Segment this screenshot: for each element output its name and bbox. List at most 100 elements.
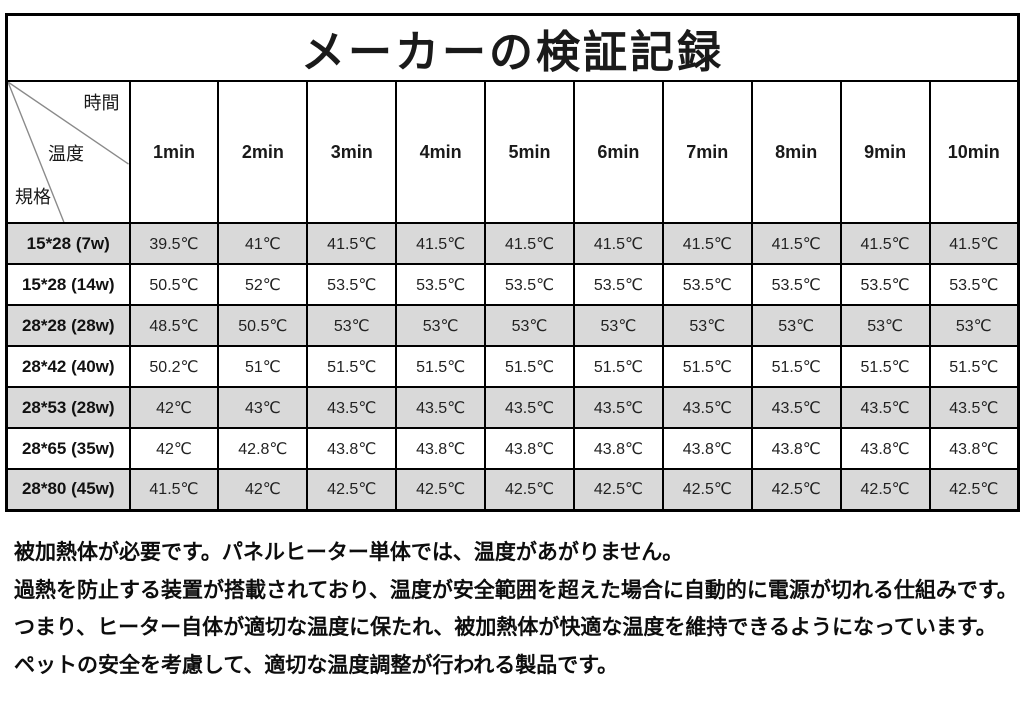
temp-cell: 42℃	[128, 386, 220, 429]
diagonal-divider-lines	[8, 83, 128, 221]
temp-cell: 43.5℃	[572, 386, 664, 429]
temp-cell: 42.8℃	[217, 427, 309, 470]
temp-cell: 52℃	[217, 263, 309, 306]
time-header-1min: 1min	[128, 80, 220, 224]
spec-label: 28*53 (28w)	[5, 386, 131, 429]
table-row: 28*65 (35w) 42℃ 42.8℃ 43.8℃ 43.8℃ 43.8℃ 43.8℃ 4…	[5, 427, 1020, 470]
temp-cell: 53.5℃	[839, 263, 931, 306]
temp-cell: 53℃	[572, 304, 664, 347]
temp-cell: 43.8℃	[395, 427, 487, 470]
temp-cell: 41.5℃	[661, 222, 753, 265]
temp-cell: 53.5℃	[484, 263, 575, 306]
time-header-10min: 10min	[928, 80, 1020, 224]
temp-cell: 51.5℃	[484, 345, 575, 388]
spec-label: 28*65 (35w)	[5, 427, 131, 470]
note-line: ペットの安全を考慮して、適切な温度調整が行われる製品です。	[14, 653, 619, 677]
temp-cell: 42.5℃	[839, 468, 931, 511]
temp-cell: 43.5℃	[839, 386, 931, 429]
temp-cell: 42.5℃	[572, 468, 664, 511]
temp-cell: 51.5℃	[572, 345, 664, 388]
temp-cell: 53.5℃	[750, 263, 842, 306]
temp-cell: 53℃	[928, 304, 1020, 347]
temp-cell: 53.5℃	[661, 263, 753, 306]
time-header-5min: 5min	[484, 80, 575, 224]
temp-cell: 42.5℃	[484, 468, 575, 511]
temp-cell: 41.5℃	[306, 222, 398, 265]
time-header-8min: 8min	[750, 80, 842, 224]
time-header-6min: 6min	[572, 80, 664, 224]
temp-cell: 43.8℃	[572, 427, 664, 470]
page-title: メーカーの検証記録	[5, 13, 1020, 82]
time-header-2min: 2min	[217, 80, 309, 224]
temp-cell: 42.5℃	[306, 468, 398, 511]
verification-table: メーカーの検証記録 時間 温度 規格 1min 2min 3min 4min 5min 6…	[5, 13, 1020, 512]
table-row: 28*28 (28w) 48.5℃ 50.5℃ 53℃ 53℃ 53℃ 53℃ 53℃ 53℃ 5…	[5, 304, 1020, 347]
temp-cell: 43℃	[217, 386, 309, 429]
temp-cell: 41.5℃	[839, 222, 931, 265]
temp-cell: 42.5℃	[395, 468, 487, 511]
corner-label-spec: 規格	[15, 187, 51, 207]
note-line: 被加熱体が必要です。パネルヒーター単体では、温度があがりません。	[14, 541, 684, 564]
time-header-3min: 3min	[306, 80, 398, 224]
temp-cell: 42℃	[217, 468, 309, 511]
temp-cell: 43.5℃	[395, 386, 487, 429]
temp-cell: 42℃	[128, 427, 220, 470]
time-header-7min: 7min	[661, 80, 753, 224]
table-row: 28*80 (45w) 41.5℃ 42℃ 42.5℃ 42.5℃ 42.5℃ 42.5℃ 4…	[5, 468, 1020, 511]
spec-label: 28*42 (40w)	[5, 345, 131, 388]
temp-cell: 50.5℃	[217, 304, 309, 347]
temp-cell: 41.5℃	[750, 222, 842, 265]
spec-label: 15*28 (7w)	[5, 222, 131, 265]
temp-cell: 43.8℃	[750, 427, 842, 470]
temp-cell: 53.5℃	[928, 263, 1020, 306]
temp-cell: 43.8℃	[661, 427, 753, 470]
temp-cell: 42.5℃	[928, 468, 1020, 511]
temp-cell: 51.5℃	[750, 345, 842, 388]
temp-cell: 51.5℃	[306, 345, 398, 388]
temp-cell: 51℃	[217, 345, 309, 388]
temp-cell: 43.5℃	[928, 386, 1020, 429]
temp-cell: 42.5℃	[750, 468, 842, 511]
temp-cell: 43.5℃	[750, 386, 842, 429]
temp-cell: 53℃	[306, 304, 398, 347]
temp-cell: 43.5℃	[661, 386, 753, 429]
corner-label-time: 時間	[83, 93, 120, 113]
spec-label: 28*28 (28w)	[5, 304, 131, 347]
temp-cell: 43.8℃	[484, 427, 575, 470]
temp-cell: 53.5℃	[572, 263, 664, 306]
temp-cell: 43.8℃	[306, 427, 398, 470]
temp-cell: 51.5℃	[395, 345, 487, 388]
temp-cell: 53.5℃	[306, 263, 398, 306]
temp-cell: 53℃	[750, 304, 842, 347]
temp-cell: 41℃	[217, 222, 309, 265]
temp-cell: 50.5℃	[128, 263, 220, 306]
table-row: 28*42 (40w) 50.2℃ 51℃ 51.5℃ 51.5℃ 51.5℃ 51.5℃ 5…	[5, 345, 1020, 388]
table-body: 15*28 (7w) 39.5℃ 41℃ 41.5℃ 41.5℃ 41.5℃ 41.5℃ 41…	[5, 222, 1020, 511]
temp-cell: 42.5℃	[661, 468, 753, 511]
temp-cell: 53℃	[395, 304, 487, 347]
time-header-4min: 4min	[395, 80, 487, 224]
table-row: 15*28 (7w) 39.5℃ 41℃ 41.5℃ 41.5℃ 41.5℃ 41.5℃ 41…	[5, 222, 1020, 265]
title-row: メーカーの検証記録	[5, 13, 1020, 82]
temp-cell: 51.5℃	[928, 345, 1020, 388]
temp-cell: 48.5℃	[128, 304, 220, 347]
spec-label: 15*28 (14w)	[5, 263, 131, 306]
notes: 被加熱体が必要です。パネルヒーター単体では、温度があがりません。過熱を防止する装…	[14, 534, 1022, 684]
temp-cell: 53.5℃	[395, 263, 487, 306]
note-line: 過熱を防止する装置が搭載されており、温度が安全範囲を超えた場合に自動的に電源が切…	[14, 578, 1018, 602]
spec-label: 28*80 (45w)	[5, 468, 131, 511]
temp-cell: 43.8℃	[928, 427, 1020, 470]
temp-cell: 41.5℃	[928, 222, 1020, 265]
temp-cell: 51.5℃	[839, 345, 931, 388]
time-header-9min: 9min	[839, 80, 931, 224]
note-line: つまり、ヒーター自体が適切な温度に保たれ、被加熱体が快適な温度を維持できるように…	[14, 616, 997, 639]
temp-cell: 41.5℃	[128, 468, 220, 511]
time-header-row: 時間 温度 規格 1min 2min 3min 4min 5min 6min 7min 8mi…	[5, 80, 1020, 224]
temp-cell: 41.5℃	[484, 222, 575, 265]
temp-cell: 43.5℃	[306, 386, 398, 429]
temp-cell: 50.2℃	[128, 345, 220, 388]
temp-cell: 53℃	[484, 304, 575, 347]
temp-cell: 41.5℃	[572, 222, 664, 265]
table-row: 15*28 (14w) 50.5℃ 52℃ 53.5℃ 53.5℃ 53.5℃ 53.5℃ 5…	[5, 263, 1020, 306]
